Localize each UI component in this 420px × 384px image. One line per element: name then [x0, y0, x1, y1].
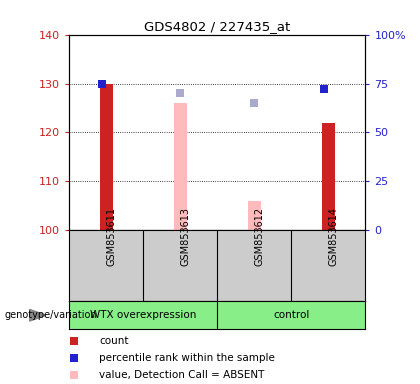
Text: GSM853613: GSM853613 — [180, 207, 190, 266]
Bar — [100, 84, 113, 230]
Text: control: control — [273, 310, 310, 320]
Point — [331, 300, 338, 306]
Point — [99, 81, 105, 87]
Text: GSM853612: GSM853612 — [255, 207, 264, 266]
Point — [251, 100, 258, 106]
Text: count: count — [99, 336, 129, 346]
Polygon shape — [29, 310, 46, 321]
Bar — [248, 201, 261, 230]
Text: value, Detection Call = ABSENT: value, Detection Call = ABSENT — [99, 370, 264, 380]
Point — [320, 86, 327, 93]
Point — [331, 0, 338, 1]
Bar — [322, 123, 335, 230]
Title: GDS4802 / 227435_at: GDS4802 / 227435_at — [144, 20, 291, 33]
Text: GSM853614: GSM853614 — [328, 207, 339, 266]
Text: genotype/variation: genotype/variation — [4, 310, 97, 320]
Bar — [174, 103, 187, 230]
Point — [177, 90, 184, 96]
Point — [331, 148, 338, 154]
Text: percentile rank within the sample: percentile rank within the sample — [99, 353, 275, 363]
Text: GSM853611: GSM853611 — [106, 207, 116, 266]
Text: WTX overexpression: WTX overexpression — [90, 310, 197, 320]
